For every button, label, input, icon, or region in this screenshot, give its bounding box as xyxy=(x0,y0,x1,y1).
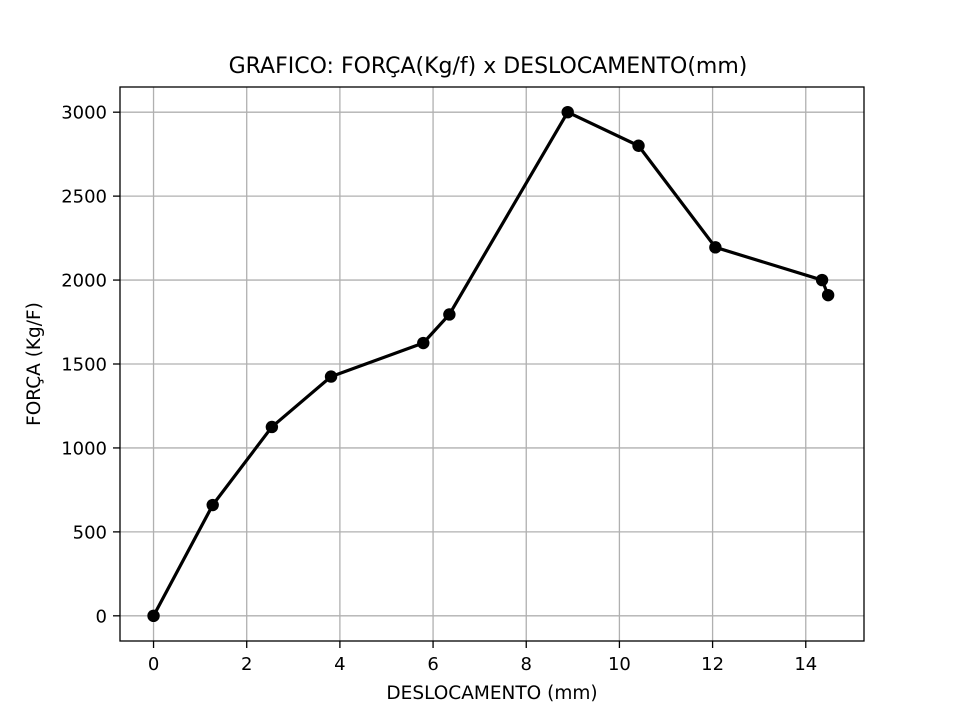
data-point xyxy=(206,498,219,512)
x-axis-label: DESLOCAMENTO (mm) xyxy=(386,683,597,704)
chart-title: GRAFICO: FORÇA(Kg/f) x DESLOCAMENTO(mm) xyxy=(229,54,748,79)
data-point xyxy=(709,241,722,254)
x-tick-label: 2 xyxy=(241,654,252,675)
data-point xyxy=(324,370,338,383)
y-tick-label: 1000 xyxy=(61,438,107,459)
y-axis-label: FORÇA (Kg/F) xyxy=(24,302,45,426)
x-tick-label: 8 xyxy=(521,654,532,675)
x-tick-label: 6 xyxy=(427,654,438,675)
y-axis-ticks: 0 500 1000 1500 2000 2500 3000 xyxy=(61,103,120,627)
y-tick-label: 2500 xyxy=(61,187,107,208)
y-tick-label: 500 xyxy=(73,522,107,543)
x-tick-label: 10 xyxy=(608,654,631,675)
series-layer xyxy=(147,105,835,623)
data-point xyxy=(815,273,829,287)
y-tick-label: 2000 xyxy=(61,271,107,292)
data-point xyxy=(147,609,160,623)
data-point xyxy=(561,105,574,119)
data-point xyxy=(821,288,835,302)
y-tick-label: 1500 xyxy=(61,355,107,376)
data-point xyxy=(632,139,645,152)
y-gridlines xyxy=(120,111,864,617)
x-tick-label: 4 xyxy=(334,654,345,675)
x-tick-label: 14 xyxy=(794,654,817,675)
y-tick-label: 0 xyxy=(96,606,107,627)
data-point xyxy=(417,336,430,350)
data-point xyxy=(443,308,456,321)
x-tick-label: 0 xyxy=(148,654,159,675)
data-point xyxy=(265,420,279,434)
x-tick-label: 12 xyxy=(701,654,724,675)
x-axis-ticks: 0 2 4 6 8 10 12 14 xyxy=(148,641,817,675)
y-tick-label: 3000 xyxy=(61,103,107,124)
